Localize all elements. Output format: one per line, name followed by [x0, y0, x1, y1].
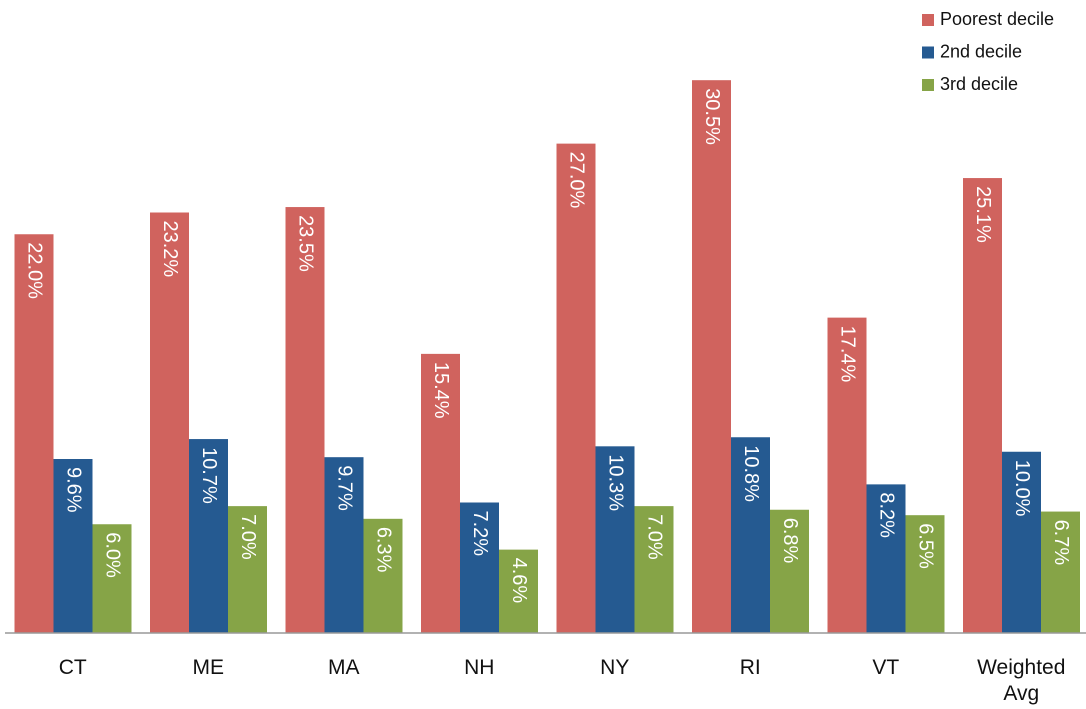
- data-label: 7.2%: [469, 511, 491, 557]
- x-tick-label: CT: [58, 656, 87, 679]
- bar: [905, 515, 945, 633]
- data-label: 6.8%: [779, 518, 801, 564]
- data-label: 10.3%: [605, 454, 627, 511]
- bar: [460, 502, 499, 633]
- bar: [770, 509, 809, 633]
- data-label: 9.7%: [334, 465, 356, 511]
- bar: [556, 143, 596, 633]
- x-tick-label: ME: [192, 656, 225, 679]
- legend-swatch: [922, 79, 934, 91]
- bar: [499, 549, 538, 633]
- bar: [14, 234, 54, 633]
- data-label: 8.2%: [876, 492, 898, 538]
- x-tick-label: MA: [328, 656, 360, 679]
- bar: [228, 506, 267, 633]
- bar: [53, 459, 93, 633]
- x-tick-label: NH: [464, 656, 495, 679]
- bar: [285, 207, 325, 633]
- bar: [1002, 451, 1041, 633]
- data-label: 15.4%: [430, 362, 452, 419]
- data-label: 7.0%: [237, 514, 259, 560]
- data-label: 10.8%: [740, 445, 762, 502]
- bar: [189, 439, 228, 633]
- legend-swatch: [922, 46, 934, 59]
- bar: [595, 446, 635, 633]
- bar: [1041, 511, 1080, 633]
- bar: [634, 506, 674, 633]
- data-label: 6.0%: [102, 532, 124, 578]
- bar: [421, 353, 460, 633]
- data-label: 23.2%: [159, 221, 181, 278]
- bar: [92, 524, 132, 633]
- x-tick-label: Weighted Avg: [977, 656, 1066, 705]
- data-label: 6.7%: [1050, 520, 1072, 566]
- bar: [963, 178, 1002, 633]
- data-label: 25.1%: [972, 186, 994, 243]
- data-label: 23.5%: [295, 215, 317, 272]
- legend-label: 2nd decile: [940, 41, 1022, 61]
- data-label: 4.6%: [508, 558, 530, 604]
- data-label: 6.5%: [915, 523, 937, 569]
- bar: [866, 484, 906, 633]
- bar: [692, 80, 731, 633]
- bar: [731, 437, 770, 633]
- data-label: 17.4%: [837, 326, 859, 383]
- legend-label: 3rd decile: [940, 74, 1018, 94]
- data-label: 6.3%: [373, 527, 395, 573]
- data-label: 30.5%: [701, 88, 723, 145]
- data-label: 9.6%: [63, 467, 85, 513]
- bar: [363, 518, 403, 633]
- data-label: 27.0%: [566, 152, 588, 209]
- bar: [324, 457, 364, 633]
- data-label: 10.7%: [198, 447, 220, 504]
- data-label: 7.0%: [644, 514, 666, 560]
- bar: [827, 317, 867, 633]
- x-tick-label: RI: [739, 656, 761, 679]
- legend-label: Poorest decile: [940, 9, 1054, 29]
- x-tick-label: VT: [872, 656, 900, 679]
- legend-swatch: [922, 14, 934, 26]
- bar: [150, 212, 189, 633]
- x-tick-label: NY: [600, 656, 630, 679]
- data-label: 22.0%: [24, 242, 46, 299]
- data-label: 10.0%: [1011, 460, 1033, 517]
